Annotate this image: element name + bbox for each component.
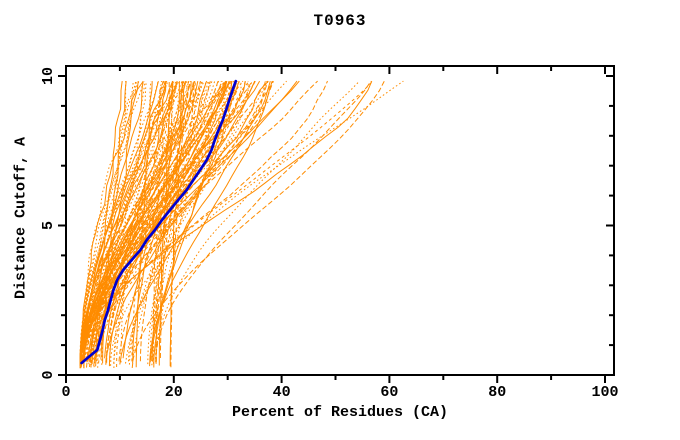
model-curve <box>151 80 220 366</box>
model-curve <box>170 81 189 368</box>
model-curve <box>80 81 188 360</box>
model-curve <box>80 81 167 364</box>
x-tick-label: 0 <box>61 384 70 401</box>
model-curve <box>91 80 261 365</box>
model-curve <box>80 80 144 364</box>
chart-title: T0963 <box>313 12 367 30</box>
x-axis-title: Percent of Residues (CA) <box>231 404 449 421</box>
model-curve <box>80 80 237 368</box>
model-curve <box>151 81 183 361</box>
model-curve <box>105 80 226 365</box>
model-curve <box>106 80 219 363</box>
model-curve <box>79 80 318 366</box>
model-curve <box>79 81 174 367</box>
model-curve <box>79 80 216 366</box>
model-curve <box>147 81 225 365</box>
model-curve <box>83 80 298 367</box>
model-curve <box>97 81 127 368</box>
model-curve <box>81 80 178 366</box>
model-curve <box>105 80 269 364</box>
model-curve <box>79 81 134 363</box>
model-curve <box>95 81 123 359</box>
x-tick-label: 100 <box>591 384 618 401</box>
model-curve <box>125 81 239 364</box>
y-tick-label: 10 <box>40 67 57 85</box>
highlighted-curve-group <box>80 79 238 365</box>
model-curve <box>81 80 250 365</box>
model-curve <box>79 80 180 368</box>
model-curve <box>128 80 231 365</box>
model-curve <box>149 81 233 361</box>
model-curve <box>155 80 372 363</box>
model-curve <box>155 81 194 362</box>
model-curve <box>90 80 211 363</box>
x-tick-label: 40 <box>273 384 291 401</box>
x-tick-label: 60 <box>380 384 398 401</box>
model-curve <box>80 81 186 364</box>
model-curve <box>85 80 203 362</box>
model-curve <box>79 81 146 365</box>
model-curve <box>83 80 137 367</box>
x-tick-label: 80 <box>488 384 506 401</box>
model-curve <box>91 80 374 364</box>
model-curve <box>122 80 187 359</box>
model-curve <box>110 80 404 366</box>
model-curve <box>100 81 139 360</box>
model-curves-group <box>79 80 404 369</box>
y-tick-label: 0 <box>40 370 57 379</box>
model-curve <box>79 80 159 360</box>
model-curve <box>152 81 168 359</box>
model-curve <box>118 80 222 362</box>
model-curve <box>84 80 256 362</box>
model-curve <box>98 80 232 364</box>
highlighted-model-curve <box>80 79 238 365</box>
model-curve <box>132 80 213 364</box>
model-curve <box>116 80 175 368</box>
model-curve <box>96 80 183 362</box>
y-axis-title: Distance Cutoff, A <box>12 136 30 300</box>
model-curve <box>93 80 268 368</box>
model-curve <box>79 80 178 366</box>
model-curve <box>94 81 152 359</box>
y-tick-label: 5 <box>40 221 57 230</box>
axis-frame <box>65 65 615 376</box>
model-curve <box>155 81 210 359</box>
x-tick-label: 20 <box>165 384 183 401</box>
model-curve <box>119 80 271 365</box>
model-curve <box>83 80 223 359</box>
model-curve <box>128 81 249 362</box>
